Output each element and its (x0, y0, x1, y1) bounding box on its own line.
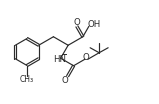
Text: O: O (61, 76, 68, 85)
Text: O: O (82, 53, 89, 62)
Text: CH₃: CH₃ (20, 75, 34, 84)
Text: O: O (73, 18, 80, 27)
Text: HN: HN (53, 55, 66, 64)
Text: OH: OH (87, 20, 100, 29)
